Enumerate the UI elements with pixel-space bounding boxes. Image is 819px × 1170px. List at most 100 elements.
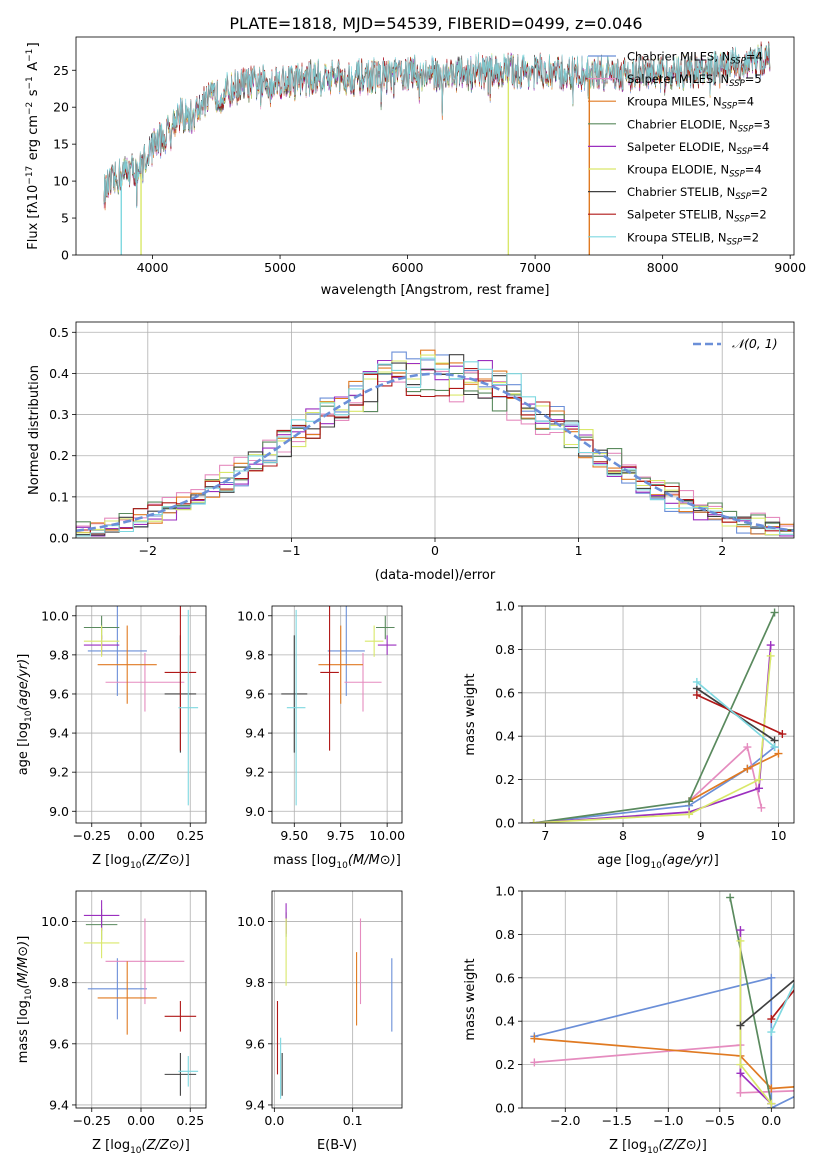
y-tick-label: 10.0 [41,914,69,929]
axes-frame [75,605,207,824]
x-tick-label: −2 [139,543,157,558]
weight-marker-chabrier-miles [798,1089,806,1097]
y-tick-label: 10.0 [237,914,265,929]
y-tick-label: 10 [53,174,69,189]
y-tick-label: 1.0 [495,599,515,614]
plot-area [522,891,806,1108]
y-axis-label: Normed distribution [27,365,42,495]
weight-line-kroupa-stelib [770,982,794,1033]
panel-age-vs-z: −0.25 0.00 0.25 9.0 9.2 9.4 9.6 9.8 10.0 Z [log10… [16,605,207,871]
y-tick-label: 9.6 [49,686,69,701]
x-tick-label: 0.25 [176,828,204,843]
weight-marker-kroupa-miles [774,749,783,758]
weight-marker-salpeter-miles [757,803,766,812]
x-tick-label: 9000 [774,260,806,275]
weight-marker-kroupa-stelib [798,963,806,971]
panel-mass-vs-ebv: 0.0 0.1 9.4 9.6 9.8 10.0 E(B-V) [237,890,403,1153]
y-tick-label: 0.4 [49,366,69,381]
legend-label-chabrier-elodie: Chabrier ELODIE, NSSP=3 [627,117,770,134]
y-tick-label: 0.5 [49,325,69,340]
x-axis-label: mass [log10(M/M⊙)] [273,853,401,871]
spectrum-line-kroupa-stelib [103,43,771,209]
y-tick-label: 0.2 [495,772,515,787]
y-tick-label: 0.6 [495,970,515,985]
legend-label-salpeter-stelib: Salpeter STELIB, NSSP=2 [627,208,767,225]
y-tick-label: 0.0 [49,531,69,546]
weight-marker-chabrier-miles [798,1087,806,1095]
histogram-kroupa-stelib [76,357,794,537]
weight-marker-kroupa-elodie [767,1099,776,1108]
y-tick-label: 9.4 [49,726,69,741]
x-tick-label: 2 [718,543,726,558]
x-tick-label: 7 [541,828,549,843]
y-axis-label: Flux [fλ10−17 erg cm−2 s−1 A−1 ] [25,42,41,250]
x-tick-label: 0.25 [176,1113,204,1128]
weight-marker-salpeter-stelib [778,730,787,739]
x-tick-label: −1.0 [653,1113,683,1128]
x-axis-label: (data-model)/error [375,568,496,583]
y-axis-label: mass weight [463,673,478,755]
plot-area [76,891,206,1108]
weight-marker-salpeter-elodie [736,1069,745,1078]
y-axis-label: mass weight [463,958,478,1040]
normal-curve [76,372,794,533]
weight-line-salpeter-elodie [533,645,772,823]
weight-marker-kroupa-elodie [736,1060,745,1069]
x-tick-label: 0.0 [761,1113,781,1128]
weight-marker-chabrier-stelib [798,969,806,977]
y-tick-label: 9.4 [245,1097,265,1112]
weight-marker-chabrier-miles [767,973,776,982]
x-tick-label: 10.00 [369,828,405,843]
y-tick-label: 9.8 [245,975,265,990]
x-axis-label: age [log10(age/yr)] [597,853,719,871]
x-tick-label: −1 [282,543,300,558]
legend-label-salpeter-miles: Salpeter MILES, NSSP=5 [627,72,762,89]
axes-frame [521,605,795,824]
x-tick-label: 1 [575,543,583,558]
panel-residuals: −2 −1 0 1 2 0.0 0.1 0.2 0.3 0.4 0.5 (data-model)/er… [27,321,795,583]
y-tick-label: 0.8 [495,642,515,657]
plot-area [272,606,402,823]
x-tick-label: 10 [771,828,787,843]
plot-area [272,891,402,1108]
y-tick-label: 9.8 [49,647,69,662]
panel-weight-vs-age: 7 8 9 10 0.0 0.2 0.4 0.6 0.8 1.0 age [log10(age/yr… [463,599,795,871]
x-axis-label: Z [log10(Z/Z⊙)] [92,1138,190,1156]
y-tick-label: 10.0 [41,608,69,623]
panel-mass-vs-z: −0.25 0.00 0.25 9.4 9.6 9.8 10.0 Z [log10(Z/Z⊙)… [16,890,207,1156]
plot-area [76,322,794,538]
x-tick-label: −0.25 [73,1113,111,1128]
x-tick-label: 8000 [647,260,679,275]
weight-marker-salpeter-stelib [767,1015,776,1024]
x-axis-label: wavelength [Angstrom, rest frame] [321,283,550,298]
weight-marker-salpeter-stelib [692,690,701,699]
weight-marker-kroupa-elodie [755,775,764,784]
plot-area [522,606,794,823]
legend-label-chabrier-stelib: Chabrier STELIB, NSSP=2 [627,185,768,202]
x-tick-label: 8 [619,828,627,843]
y-tick-label: 0.3 [49,407,69,422]
weight-marker-salpeter-elodie [766,641,775,650]
y-tick-label: 15 [53,137,69,152]
x-tick-label: 7000 [519,260,551,275]
panel-spectrum: 4000 5000 6000 7000 8000 9000 0 5 10 15 20 25 wavele… [25,36,806,298]
y-tick-label: 0.0 [495,816,515,831]
y-tick-label: 9.8 [245,647,265,662]
weight-marker-salpeter-elodie [736,926,745,935]
weight-line-kroupa-stelib [696,681,776,748]
y-tick-label: 9.2 [49,765,69,780]
x-axis-label: Z [log10(Z/Z⊙)] [92,853,190,871]
weight-marker-kroupa-stelib [767,1028,776,1037]
weight-marker-kroupa-stelib [692,677,701,686]
weight-marker-kroupa-elodie [529,819,538,823]
y-tick-label: 9.0 [245,804,265,819]
weight-marker-salpeter-elodie [755,784,764,793]
x-tick-label: 0.00 [127,1113,155,1128]
y-axis-label: age [log10(age/yr)] [16,654,34,776]
y-tick-label: 0.8 [495,927,515,942]
y-tick-label: 20 [53,100,69,115]
x-tick-label: −0.25 [73,828,111,843]
legend-label-kroupa-miles: Kroupa MILES, NSSP=4 [627,95,754,112]
weight-marker-kroupa-elodie [766,651,775,660]
